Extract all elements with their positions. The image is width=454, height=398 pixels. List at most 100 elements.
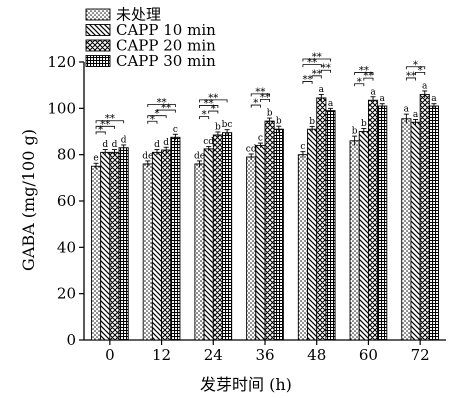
significance-stars: **: [363, 71, 373, 82]
bar: [246, 156, 257, 341]
x-tick-label: 72: [411, 346, 430, 364]
significance-bracket: [311, 75, 322, 79]
bar: [194, 163, 205, 341]
bar: [109, 151, 120, 341]
significance-stars: **: [312, 69, 322, 80]
bar: [255, 144, 266, 341]
significance-stars: *: [211, 104, 216, 115]
x-tick-label: 12: [152, 346, 171, 364]
x-axis-title: 发芽时间 (h): [200, 375, 292, 394]
y-tick-label: 0: [66, 331, 76, 349]
significance-letter: cd: [203, 137, 214, 147]
significance-bracket: [302, 58, 331, 62]
significance-letter: d: [121, 135, 127, 145]
significance-stars: *: [98, 125, 103, 136]
significance-bracket: [260, 99, 270, 102]
x-tick-label: 60: [359, 346, 378, 364]
significance-letter: b: [361, 119, 367, 129]
significance-stars: **: [406, 71, 416, 82]
bar: [212, 134, 223, 341]
significance-bracket: [95, 131, 106, 135]
significance-bracket: [250, 104, 261, 108]
significance-bracket: [363, 77, 374, 81]
significance-letter: c: [300, 142, 305, 152]
y-tick-label: 20: [57, 285, 76, 303]
bar: [349, 140, 360, 341]
significance-stars: *: [202, 110, 207, 121]
significance-stars: **: [307, 58, 317, 69]
significance-letter: c: [173, 125, 178, 135]
significance-letter: a: [328, 99, 334, 109]
x-tick-label: 48: [307, 346, 326, 364]
bar: [325, 110, 336, 341]
significance-letter: d: [154, 140, 160, 150]
bar: [170, 136, 181, 341]
significance-letter: b: [352, 127, 358, 137]
significance-stars: **: [100, 119, 110, 130]
significance-bracket: [147, 115, 167, 119]
significance-letter: a: [422, 81, 428, 91]
significance-letter: a: [413, 110, 419, 120]
significance-letter: a: [404, 105, 410, 115]
bar: [273, 128, 284, 341]
x-tick-label: 0: [105, 346, 115, 364]
bar: [203, 148, 214, 341]
legend-swatch: [85, 8, 111, 21]
significance-stars: **: [157, 97, 167, 108]
legend-swatch: [85, 55, 111, 67]
significance-stars: **: [312, 52, 322, 63]
significance-bracket: [354, 72, 374, 76]
bar: [118, 147, 129, 341]
significance-stars: **: [255, 87, 265, 98]
bar: [161, 149, 172, 341]
significance-bracket: [95, 120, 125, 124]
significance-bracket: [199, 116, 210, 120]
bar: [91, 165, 102, 341]
y-tick-label: 80: [57, 146, 76, 164]
significance-bracket: [199, 99, 228, 103]
legend-swatch: [85, 39, 111, 52]
significance-letter: b: [215, 122, 221, 132]
x-tick-label: 36: [255, 346, 274, 364]
bar: [367, 99, 379, 341]
bar: [222, 132, 233, 341]
significance-letter: a: [380, 94, 386, 104]
significance-letter: c: [258, 134, 263, 144]
y-tick-label: 40: [57, 238, 76, 256]
significance-bracket: [415, 71, 426, 75]
bar: [358, 131, 369, 341]
significance-letter: cd: [246, 144, 257, 154]
bar: [307, 128, 318, 341]
significance-bracket: [199, 105, 219, 108]
significance-bracket: [302, 81, 313, 84]
bar: [410, 121, 421, 341]
significance-letter: a: [319, 85, 325, 95]
significance-stars: *: [418, 65, 423, 76]
y-tick-label: 100: [47, 99, 76, 117]
bar: [316, 97, 327, 341]
legend-entry: CAPP 20 min: [116, 37, 216, 55]
bar: [142, 163, 153, 341]
legend-entry: 未处理: [116, 6, 161, 24]
significance-stars: **: [321, 63, 331, 74]
significance-letter: bc: [222, 120, 233, 130]
bar: [297, 154, 308, 341]
significance-stars: *: [150, 114, 155, 125]
significance-letter: d: [102, 140, 108, 150]
significance-stars: **: [161, 103, 171, 114]
significance-letter: b: [267, 109, 273, 119]
significance-bracket: [95, 125, 115, 129]
significance-letter: b: [309, 117, 315, 127]
significance-bracket: [208, 110, 219, 114]
significance-stars: *: [413, 60, 418, 71]
bar: [264, 120, 275, 341]
legend-swatch: [85, 24, 111, 36]
bar: [401, 118, 412, 341]
significance-bracket: [147, 120, 158, 124]
significance-bracket: [405, 66, 426, 70]
significance-stars: **: [303, 74, 313, 85]
significance-letter: d: [112, 140, 118, 150]
significance-stars: **: [260, 92, 270, 103]
significance-stars: *: [253, 98, 258, 109]
